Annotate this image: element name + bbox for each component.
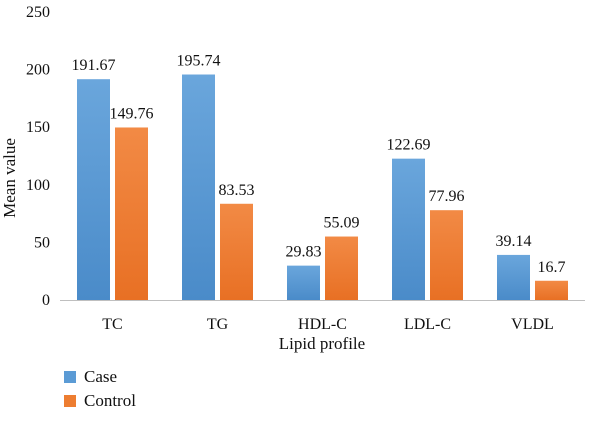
data-label-control-tc: 149.76 bbox=[110, 105, 154, 122]
legend-swatch-case bbox=[64, 371, 76, 383]
bar-control-vldl bbox=[535, 280, 568, 300]
legend-swatch-control bbox=[64, 395, 76, 407]
y-axis-ticks: 0 50 100 150 200 250 bbox=[26, 4, 50, 309]
y-tick-label-250: 250 bbox=[26, 4, 50, 21]
y-axis-title: Mean value bbox=[0, 138, 19, 218]
x-axis-ticks: TC TG HDL-C LDL-C VLDL bbox=[102, 316, 554, 333]
y-tick-label-0: 0 bbox=[42, 292, 50, 309]
y-tick-label-100: 100 bbox=[26, 177, 50, 194]
x-tick-label-tc: TC bbox=[102, 316, 122, 333]
data-label-case-tc: 191.67 bbox=[72, 57, 116, 74]
bar-control-tc bbox=[115, 127, 148, 301]
legend-label-case: Case bbox=[84, 367, 117, 386]
bar-control-tg bbox=[220, 203, 253, 300]
data-label-case-hdl-c: 29.83 bbox=[286, 244, 322, 261]
bar-case-ldl-c bbox=[392, 158, 425, 300]
bar-case-tc bbox=[77, 79, 110, 300]
bar-case-tg bbox=[182, 74, 215, 300]
x-tick-label-ldl-c: LDL-C bbox=[404, 316, 451, 333]
bar-control-ldl-c bbox=[430, 210, 463, 300]
data-label-case-tg: 195.74 bbox=[177, 53, 221, 70]
data-label-control-hdl-c: 55.09 bbox=[324, 215, 360, 232]
bar-control-hdl-c bbox=[325, 236, 358, 300]
data-label-control-ldl-c: 77.96 bbox=[429, 188, 465, 205]
legend-label-control: Control bbox=[84, 391, 136, 410]
data-label-control-vldl: 16.7 bbox=[538, 259, 566, 276]
bars-group bbox=[77, 74, 568, 301]
y-tick-label-50: 50 bbox=[34, 234, 50, 251]
legend: Case Control bbox=[64, 367, 136, 410]
bar-case-vldl bbox=[497, 254, 530, 300]
x-tick-label-hdl-c: HDL-C bbox=[298, 316, 347, 333]
x-axis-title: Lipid profile bbox=[279, 334, 365, 353]
bar-case-hdl-c bbox=[287, 265, 320, 300]
data-label-control-tg: 83.53 bbox=[219, 182, 255, 199]
data-label-case-ldl-c: 122.69 bbox=[387, 137, 431, 154]
data-label-case-vldl: 39.14 bbox=[496, 233, 532, 250]
x-tick-label-vldl: VLDL bbox=[511, 316, 554, 333]
y-tick-label-200: 200 bbox=[26, 62, 50, 79]
y-tick-label-150: 150 bbox=[26, 119, 50, 136]
x-tick-label-tg: TG bbox=[207, 316, 229, 333]
